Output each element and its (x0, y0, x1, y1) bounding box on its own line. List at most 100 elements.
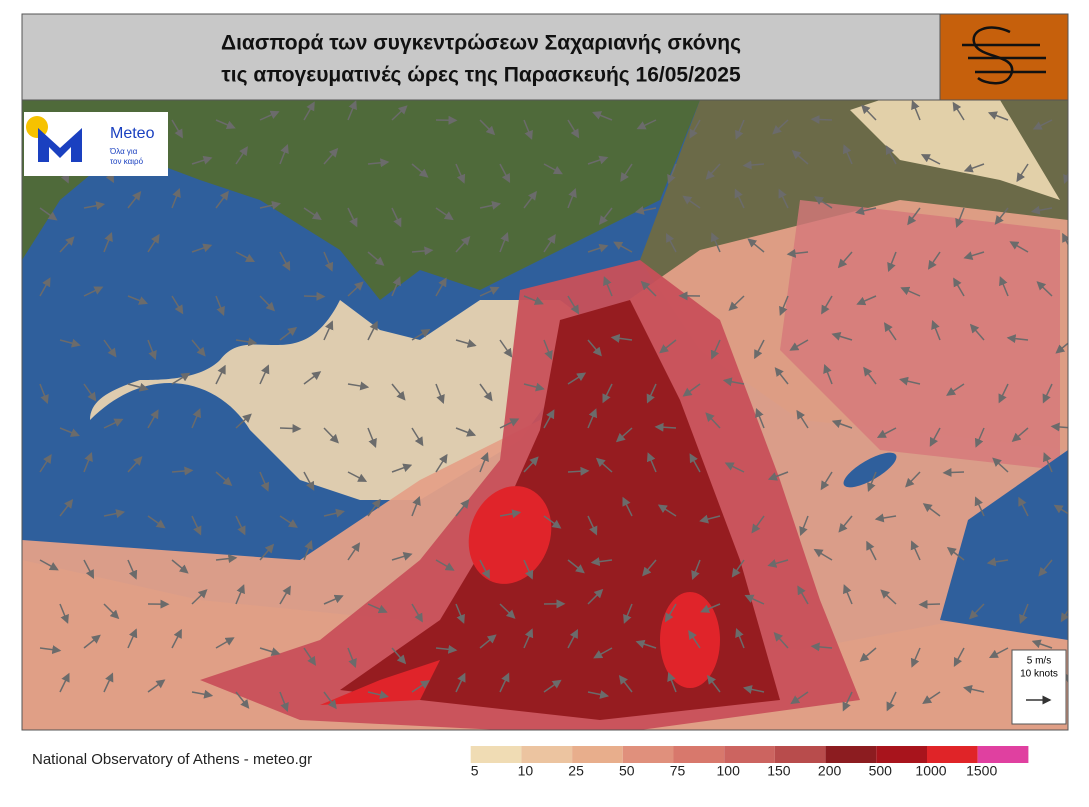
wind-arrow (39, 645, 62, 655)
wind-arrow (323, 320, 334, 341)
wind-arrow (722, 377, 745, 387)
wind-arrow (303, 101, 315, 121)
wind-arrow (479, 201, 502, 210)
wind-arrow (1042, 383, 1053, 404)
wind-arrow (587, 339, 602, 357)
wind-arrow (920, 154, 941, 165)
wind-arrow (907, 207, 921, 226)
wind-arrow (1016, 163, 1029, 183)
wind-arrow (1032, 119, 1053, 130)
wind-arrow (998, 383, 1009, 404)
wind-arrow (171, 466, 194, 476)
wind-arrow (1060, 609, 1068, 623)
wind-arrow (303, 471, 315, 491)
wind-arrow (603, 276, 613, 297)
wind-arrow (1011, 427, 1029, 443)
wind-arrow (235, 251, 256, 263)
wind-arrow (347, 381, 370, 391)
wind-arrow (994, 207, 1009, 225)
wind-arrow (779, 295, 789, 316)
wind-arrow (831, 332, 853, 341)
wind-arrow (367, 320, 378, 341)
wind-arrow (455, 603, 465, 624)
wind-arrow (1055, 342, 1068, 354)
wind-arrow (705, 163, 721, 180)
legend-label: 1500 (966, 763, 997, 779)
wind-arrow (742, 685, 765, 694)
wind-arrow (523, 628, 534, 649)
legend-label: 200 (818, 763, 842, 779)
wind-arrow (191, 515, 202, 536)
wind-arrow (303, 539, 313, 561)
wind-arrow (215, 190, 229, 209)
wind-arrow (191, 339, 206, 357)
legend-label: 5 (471, 763, 479, 779)
wind-arrow (279, 326, 298, 341)
wind-arrow (543, 234, 556, 253)
wind-arrow (642, 559, 657, 577)
wind-arrow (215, 554, 238, 564)
wind-arrow (682, 383, 701, 397)
wind-arrow (953, 277, 965, 297)
wind-arrow (191, 155, 213, 165)
wind-arrow (646, 383, 657, 404)
wind-arrow (797, 585, 809, 605)
wind-arrow (411, 495, 421, 517)
wind-arrow (103, 339, 117, 358)
wind-arrow (791, 149, 809, 165)
logo-mark (38, 128, 82, 162)
wind-arrow (974, 427, 985, 448)
wind-arrow (523, 456, 539, 473)
wind-arrow (435, 559, 455, 571)
wind-arrow (942, 467, 965, 477)
wind-arrow (613, 241, 633, 253)
wind-arrow (615, 427, 633, 443)
wind-arrow (347, 100, 357, 121)
wind-arrow (688, 630, 701, 649)
legend-label: 100 (717, 763, 741, 779)
wind-arrow (747, 238, 765, 253)
wind-arrow (705, 412, 721, 429)
wind-arrow (755, 408, 765, 429)
wind-arrow (303, 291, 326, 301)
wind-arrow (918, 599, 941, 609)
wind-arrow (39, 277, 51, 297)
wind-arrow (235, 413, 252, 429)
wind-arrow (191, 243, 213, 253)
wind-arrow (259, 471, 270, 492)
wind-arrow (499, 163, 511, 183)
wind-arrow (786, 248, 809, 258)
wind-arrow (103, 509, 126, 518)
wind-arrow (567, 372, 587, 385)
wind-arrow (523, 382, 545, 392)
wind-arrow (810, 114, 833, 124)
legend-label: 150 (767, 763, 791, 779)
legend-swatch (825, 746, 877, 763)
wind-arrow (479, 383, 493, 402)
wind-arrow (831, 419, 853, 429)
legend-swatch (572, 746, 623, 763)
wind-arrow (411, 328, 431, 341)
wind-arrow (963, 251, 985, 260)
wind-arrow (127, 295, 149, 305)
wind-arrow (147, 515, 166, 529)
header-box (21, 13, 941, 101)
wind-arrow (1043, 452, 1053, 473)
wind-arrow (837, 251, 853, 269)
wind-arrow (774, 367, 789, 385)
wind-arrow (590, 557, 613, 567)
logo-name: Meteo (110, 125, 155, 142)
title-line: τις απογευματινές ώρες της Παρασκευής 16… (221, 64, 741, 87)
wind-arrow (499, 339, 513, 358)
wind-arrow (543, 409, 555, 429)
wind-arrow (303, 647, 317, 666)
wind-arrow (724, 462, 745, 473)
wind-arrow (391, 463, 413, 473)
wind-arrow (751, 515, 765, 534)
wind-arrow (859, 647, 877, 662)
wind-arrow (347, 281, 364, 297)
wind-arrow (259, 647, 281, 656)
wind-arrow (235, 337, 258, 347)
wind-arrow (543, 515, 562, 529)
wind-arrow (455, 339, 477, 348)
